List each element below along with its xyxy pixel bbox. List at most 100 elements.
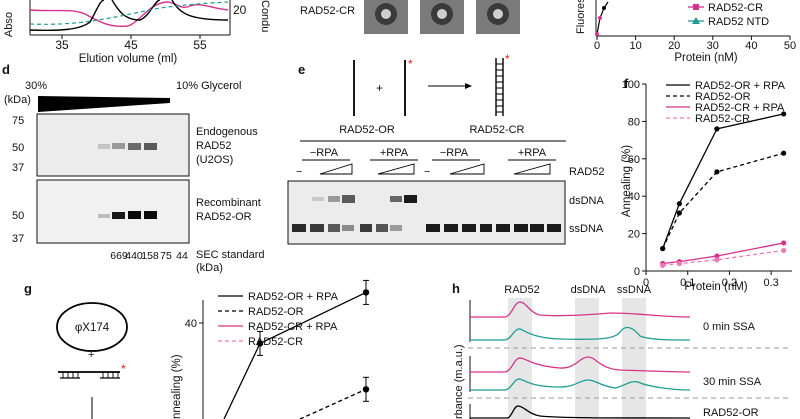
- gel-ssdna-label: ssDNA: [569, 223, 604, 235]
- panel-e-letter: e: [298, 62, 305, 77]
- sec-standard-440: 440: [125, 250, 143, 262]
- f-data-point: [660, 245, 666, 252]
- blot-band: [128, 143, 141, 150]
- blot2-label-2: RAD52-OR: [196, 211, 252, 223]
- binding-ylabel: Fluores: [575, 0, 587, 34]
- panel-f-ylabel: Annealing (%): [621, 145, 633, 217]
- binding-x-tick-label: 50: [784, 40, 796, 52]
- titration-wedge: [449, 163, 485, 175]
- em-panel: RAD52-CR: [300, 0, 520, 34]
- panel-g-ylabel: nnealing (%): [171, 354, 183, 419]
- peak-label-dsdna: dsDNA: [571, 284, 607, 296]
- elution-panel: Abso 20 Condu 35 45 55 Elution volume (ml): [3, 0, 271, 65]
- panel-f-xlabel: Protein (nM): [684, 281, 747, 293]
- plus-sign: +: [376, 81, 383, 95]
- panel-g-plus: +: [88, 349, 94, 361]
- em-class-average-2: [420, 0, 464, 34]
- elution-trace-black: [29, 0, 229, 31]
- binding-legend-1: RAD52-CR: [708, 2, 763, 14]
- elution-trace-teal: [29, 1, 229, 25]
- em-class-average-1: [364, 0, 408, 34]
- gel-dsdna-label: dsDNA: [569, 195, 605, 207]
- f-data-point: [676, 260, 682, 267]
- panel-e: e + * * RAD52-OR RAD52-CR −RPA +RPA −RPA…: [287, 52, 605, 245]
- f-y-tick-label: 60: [628, 154, 640, 166]
- f-series-line-1: [662, 152, 784, 249]
- g-legend-3: RAD52-CR + RPA: [248, 321, 338, 333]
- elution-x-ticks: 35 45 55: [55, 35, 207, 52]
- binding-panel: Fluores 0 10 20 30 40 50 Protein (nM) RAD52-C…: [575, 0, 796, 64]
- blot-band: [144, 211, 157, 219]
- phix174-label: φX174: [75, 322, 110, 334]
- panel-d: d 30% 10% Glycerol (kDa) 75 50 37 Endoge…: [2, 62, 264, 274]
- gel-dsdna-bands: [312, 195, 417, 203]
- f-data-point: [714, 126, 720, 132]
- gel-ssdna-bands: [292, 224, 561, 232]
- g-legend-2: RAD52-OR: [248, 306, 304, 318]
- binding-point: [602, 6, 606, 10]
- em-label: RAD52-CR: [300, 5, 355, 17]
- gel-group-or: RAD52-OR: [339, 124, 395, 136]
- blot1-tick-75: 75: [12, 115, 24, 127]
- binding-point: [598, 16, 602, 20]
- g-data-point: [256, 340, 264, 347]
- f-data-point: [781, 240, 787, 246]
- sec-standard-title: SEC standard: [196, 249, 264, 261]
- glycerol-right: 10% Glycerol: [176, 80, 241, 92]
- blot2-label-1: Recombinant: [196, 197, 261, 209]
- f-data-point: [676, 210, 682, 216]
- panel-h-letter: h: [452, 281, 460, 296]
- g-legend-1: RAD52-OR + RPA: [248, 291, 339, 303]
- panel-h-ylabel: rbance (m.a.u.): [453, 344, 465, 419]
- binding-point: [595, 32, 599, 36]
- f-legend-4: RAD52-CR: [695, 113, 750, 125]
- f-x-tick-label: 0: [643, 277, 649, 289]
- f-legend-1: RAD52-OR + RPA: [695, 80, 786, 92]
- sec-standard-unit: (kDa): [196, 262, 223, 274]
- legend-triangle-marker: [692, 17, 700, 24]
- peak-label-ssdna: ssDNA: [617, 284, 652, 296]
- panel-d-letter: d: [2, 62, 10, 77]
- binding-x-tick-label: 0: [594, 40, 600, 52]
- panel-f-letter: f: [624, 76, 629, 91]
- sec-standard-669: 669: [110, 250, 128, 262]
- f-series-line-3: [662, 249, 784, 267]
- sec-standard-44: 44: [176, 250, 188, 262]
- glycerol-gradient-wedge: [38, 96, 170, 112]
- arrow-head: [465, 83, 472, 89]
- f-data-point: [781, 111, 787, 117]
- trace-rad52-or: [470, 405, 691, 419]
- legend-square-marker: [693, 4, 699, 10]
- panel-g-letter: g: [24, 281, 32, 296]
- f-x-tick-label: 0.1: [680, 277, 695, 289]
- f-data-point: [714, 169, 720, 175]
- f-data-point: [660, 262, 666, 268]
- blot1-tick-50: 50: [12, 142, 24, 154]
- or-plus-rpa: +RPA: [380, 147, 409, 159]
- elution-ylabel-left: Abso: [3, 12, 15, 37]
- dsdna-peak-band: [575, 298, 599, 419]
- phix174-circle: [56, 302, 128, 352]
- f-x-tick-label: 0.3: [763, 277, 778, 289]
- g-legend-4: RAD52-CR: [248, 336, 303, 348]
- blot1-label-2: RAD52: [196, 140, 231, 152]
- g-y-tick-label: 40: [185, 318, 197, 330]
- binding-curve: [596, 1, 609, 35]
- binding-legend: RAD52-CR RAD52 NTD: [688, 2, 769, 28]
- blot2-tick-50: 50: [12, 210, 24, 222]
- peak-label-rad52: RAD52: [504, 284, 539, 296]
- blot-band: [128, 211, 141, 219]
- f-y-tick-label: 40: [628, 191, 640, 203]
- blot-band: [98, 214, 110, 218]
- blot-band: [112, 143, 125, 149]
- blot2-tick-37: 37: [12, 233, 24, 245]
- no-protein-lane: −: [296, 166, 302, 178]
- cr-minus-rpa: −RPA: [440, 147, 469, 159]
- or-minus-rpa: −RPA: [310, 147, 339, 159]
- elution-trace-pink: [29, 1, 229, 28]
- condition-rad52-or: RAD52-OR: [703, 407, 759, 419]
- kda-unit: (kDa): [4, 94, 31, 106]
- blot1-label-3: (U2OS): [196, 154, 233, 166]
